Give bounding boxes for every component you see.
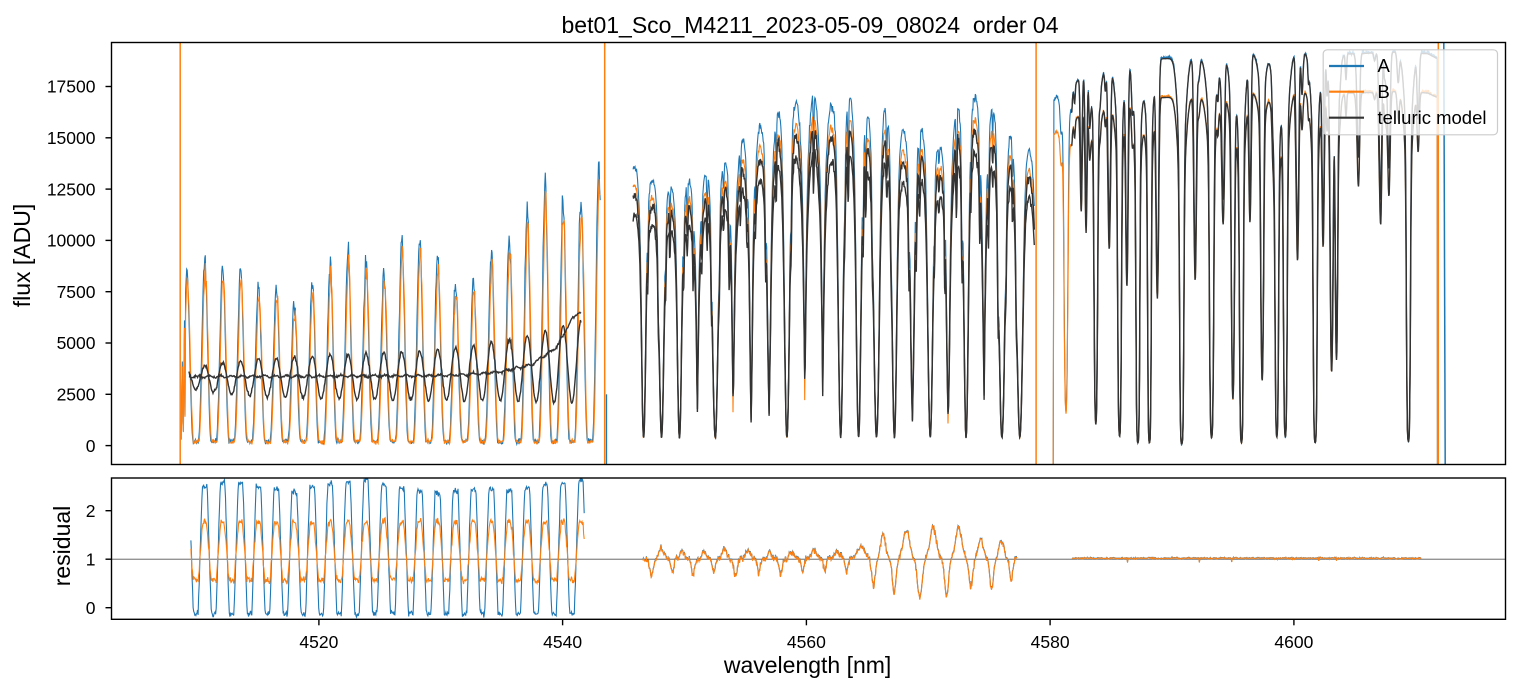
svg-text:residual: residual bbox=[49, 506, 75, 587]
svg-text:telluric model: telluric model bbox=[1378, 107, 1487, 128]
svg-text:5000: 5000 bbox=[57, 333, 96, 353]
svg-text:17500: 17500 bbox=[47, 77, 96, 97]
svg-text:0: 0 bbox=[86, 598, 96, 618]
svg-text:12500: 12500 bbox=[47, 179, 96, 199]
svg-text:bet01_Sco_M4211_2023-05-09_080: bet01_Sco_M4211_2023-05-09_08024 order 0… bbox=[561, 12, 1058, 38]
svg-text:7500: 7500 bbox=[57, 282, 96, 302]
svg-text:10000: 10000 bbox=[47, 231, 96, 251]
svg-text:15000: 15000 bbox=[47, 128, 96, 148]
svg-text:1: 1 bbox=[86, 549, 96, 569]
svg-text:2500: 2500 bbox=[57, 385, 96, 405]
svg-text:B: B bbox=[1378, 81, 1390, 102]
svg-text:flux [ADU]: flux [ADU] bbox=[9, 204, 35, 308]
svg-text:4540: 4540 bbox=[543, 632, 582, 652]
svg-text:4520: 4520 bbox=[299, 632, 338, 652]
svg-text:2: 2 bbox=[86, 501, 96, 521]
svg-text:4600: 4600 bbox=[1274, 632, 1313, 652]
svg-text:4560: 4560 bbox=[787, 632, 826, 652]
svg-text:0: 0 bbox=[86, 436, 96, 456]
svg-text:4580: 4580 bbox=[1031, 632, 1070, 652]
svg-text:A: A bbox=[1378, 55, 1391, 76]
svg-text:wavelength [nm]: wavelength [nm] bbox=[723, 652, 891, 678]
